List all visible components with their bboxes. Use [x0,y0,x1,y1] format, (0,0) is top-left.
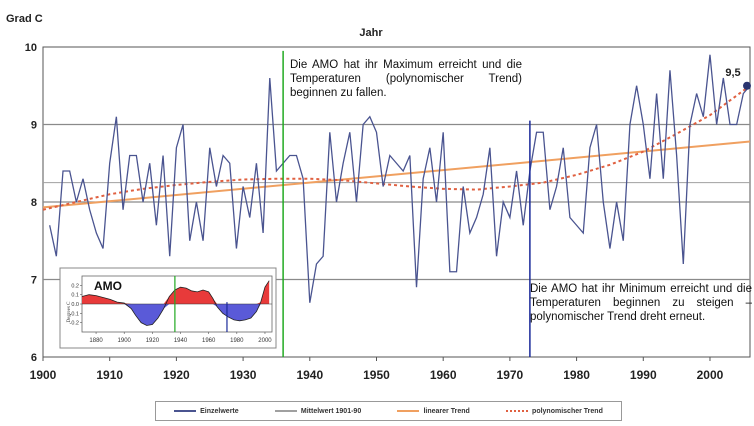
legend: Einzelwerte Mittelwert 1901-90 linearer … [155,401,622,421]
amo-x-tick-label: 1960 [202,338,216,344]
endpoint-label: 9,5 [725,67,740,79]
amo-x-tick-label: 1920 [146,338,160,344]
amo-inset-ylabel: Degrees C [67,301,72,323]
amo-minimum-annotation: Die AMO hat ihr Minimum erreicht und die… [530,283,752,323]
amo-x-tick-label: 1880 [89,338,103,344]
x-tick-label: 1970 [497,368,524,382]
amo-inset-title: AMO [94,279,122,293]
endpoint-marker [743,81,751,90]
legend-swatch-mittelwert [274,410,297,412]
x-tick-label: 1940 [296,368,323,382]
x-axis-label: Jahr [359,27,383,39]
amo-x-tick-label: 1900 [118,338,132,344]
amo-y-tick-label: -0.2 [70,321,79,327]
y-tick-label: 8 [31,197,37,209]
x-tick-label: 1930 [230,368,257,382]
legend-item-mittelwert: Mittelwert 1901-90 [274,407,362,415]
x-tick-label: 1990 [630,368,657,382]
amo-positive-area [82,280,270,304]
legend-item-linear: linearer Trend [397,407,470,415]
x-tick-label: 1910 [96,368,123,382]
y-tick-label: 7 [31,275,37,287]
x-tick-label: 1960 [430,368,457,382]
polynomial-trend-line [42,84,751,211]
legend-label-mittelwert: Mittelwert 1901-90 [300,407,362,415]
amo-x-tick-label: 1940 [174,338,188,344]
amo-maximum-annotation: Die AMO hat ihr Maximum erreicht und die… [290,59,522,99]
amo-negative-area [82,304,270,326]
amo-y-tick-label: 0.0 [71,302,79,308]
einzelwerte-series-line [49,54,751,303]
amo-y-tick-label: 0.1 [71,293,79,299]
x-tick-label: 2000 [697,368,724,382]
legend-label-linear: linearer Trend [423,407,470,415]
x-tick-label: 1980 [563,368,590,382]
x-tick-label: 1900 [30,368,57,382]
y-axis-label: Grad C [6,13,43,25]
x-tick-label: 1950 [363,368,390,382]
amo-y-tick-label: 0.2 [71,283,79,289]
amo-x-tick-label: 1980 [230,338,244,344]
legend-item-einzelwerte: Einzelwerte [174,408,239,415]
y-tick-label: 10 [25,42,37,54]
legend-swatch-polynom [506,410,529,412]
amo-inset: AMO Degrees C 0.2 0.1 0.0 -0.1 -0.2 1880 1900… [59,267,277,349]
y-tick-label: 9 [31,120,37,132]
linear-trend-line [42,140,751,209]
amo-series-line [81,280,270,326]
legend-item-polynom: polynomischer Trend [506,408,603,415]
legend-label-polynom: polynomischer Trend [532,407,603,415]
legend-label-einzelwerte: Einzelwerte [200,407,239,415]
x-tick-label: 1920 [163,368,190,382]
legend-swatch-linear [397,410,420,412]
amo-x-tick-label: 2000 [258,338,272,344]
y-tick-label: 6 [31,352,37,364]
amo-y-tick-label: -0.1 [70,311,79,317]
legend-swatch-einzelwerte [174,410,197,412]
